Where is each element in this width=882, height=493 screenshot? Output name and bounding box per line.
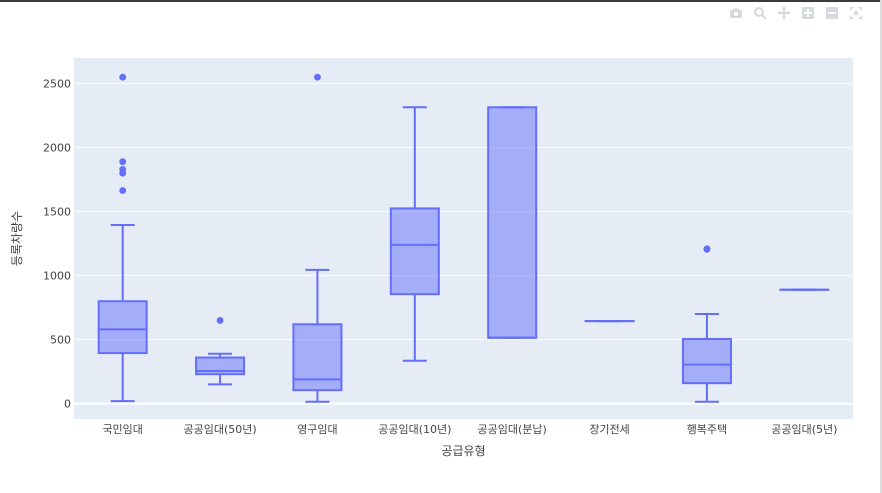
iqr-box — [681, 337, 732, 385]
camera-icon[interactable] — [726, 5, 746, 21]
box-2 — [195, 317, 246, 386]
outlier-point — [119, 187, 127, 194]
y-tick-labels: 0 500 1000 1500 2000 2500 — [43, 78, 71, 411]
x-tick-label: 공공임대(10년) — [378, 423, 451, 436]
outlier-point — [119, 158, 127, 166]
x-tick-label: 행복주택 — [687, 423, 727, 436]
y-tick-label: 2500 — [43, 78, 71, 91]
outlier-point — [703, 245, 711, 253]
x-tick-label: 공공임대(50년) — [183, 423, 256, 436]
outlier-point — [216, 317, 224, 324]
box-4 — [389, 106, 440, 362]
chart-modebar — [726, 5, 866, 21]
pan-icon[interactable] — [774, 5, 794, 21]
outlier-point — [119, 165, 127, 173]
y-tick-label: 1500 — [43, 206, 71, 219]
zoom-in-icon[interactable] — [798, 5, 818, 21]
plot-area — [74, 58, 853, 419]
outlier-point — [119, 73, 127, 81]
autoscale-icon[interactable] — [846, 5, 866, 21]
y-tick-label: 500 — [50, 334, 71, 347]
y-tick-label: 1000 — [43, 270, 71, 283]
iqr-box — [97, 300, 148, 355]
box-7 — [681, 245, 732, 403]
x-tick-label: 공공임대(분납) — [478, 423, 547, 436]
box-1 — [97, 73, 148, 403]
iqr-box — [389, 207, 440, 296]
zoom-out-icon[interactable] — [822, 5, 842, 21]
zoom-icon[interactable] — [750, 5, 770, 21]
y-tick-label: 2000 — [43, 142, 71, 155]
y-tick-label: 0 — [64, 398, 71, 411]
window-right-border — [880, 0, 882, 493]
x-tick-label: 국민임대 — [102, 423, 142, 436]
box-series — [97, 73, 830, 403]
iqr-box — [487, 106, 538, 339]
x-tick-label: 공공임대(5년) — [771, 423, 837, 436]
x-tick-label: 장기전세 — [589, 423, 629, 436]
x-tick-labels: 국민임대 공공임대(50년) 영구임대 공공임대(10년) 공공임대(분납) 장기전세 행복… — [102, 423, 837, 436]
outlier-point — [314, 73, 321, 81]
x-axis-title: 공급유형 — [441, 444, 485, 458]
x-tick-label: 영구임대 — [297, 423, 337, 436]
box-5 — [487, 106, 538, 339]
window-top-border — [0, 0, 882, 2]
y-axis-title: 등록차량수 — [10, 211, 24, 266]
box-3 — [292, 73, 343, 403]
